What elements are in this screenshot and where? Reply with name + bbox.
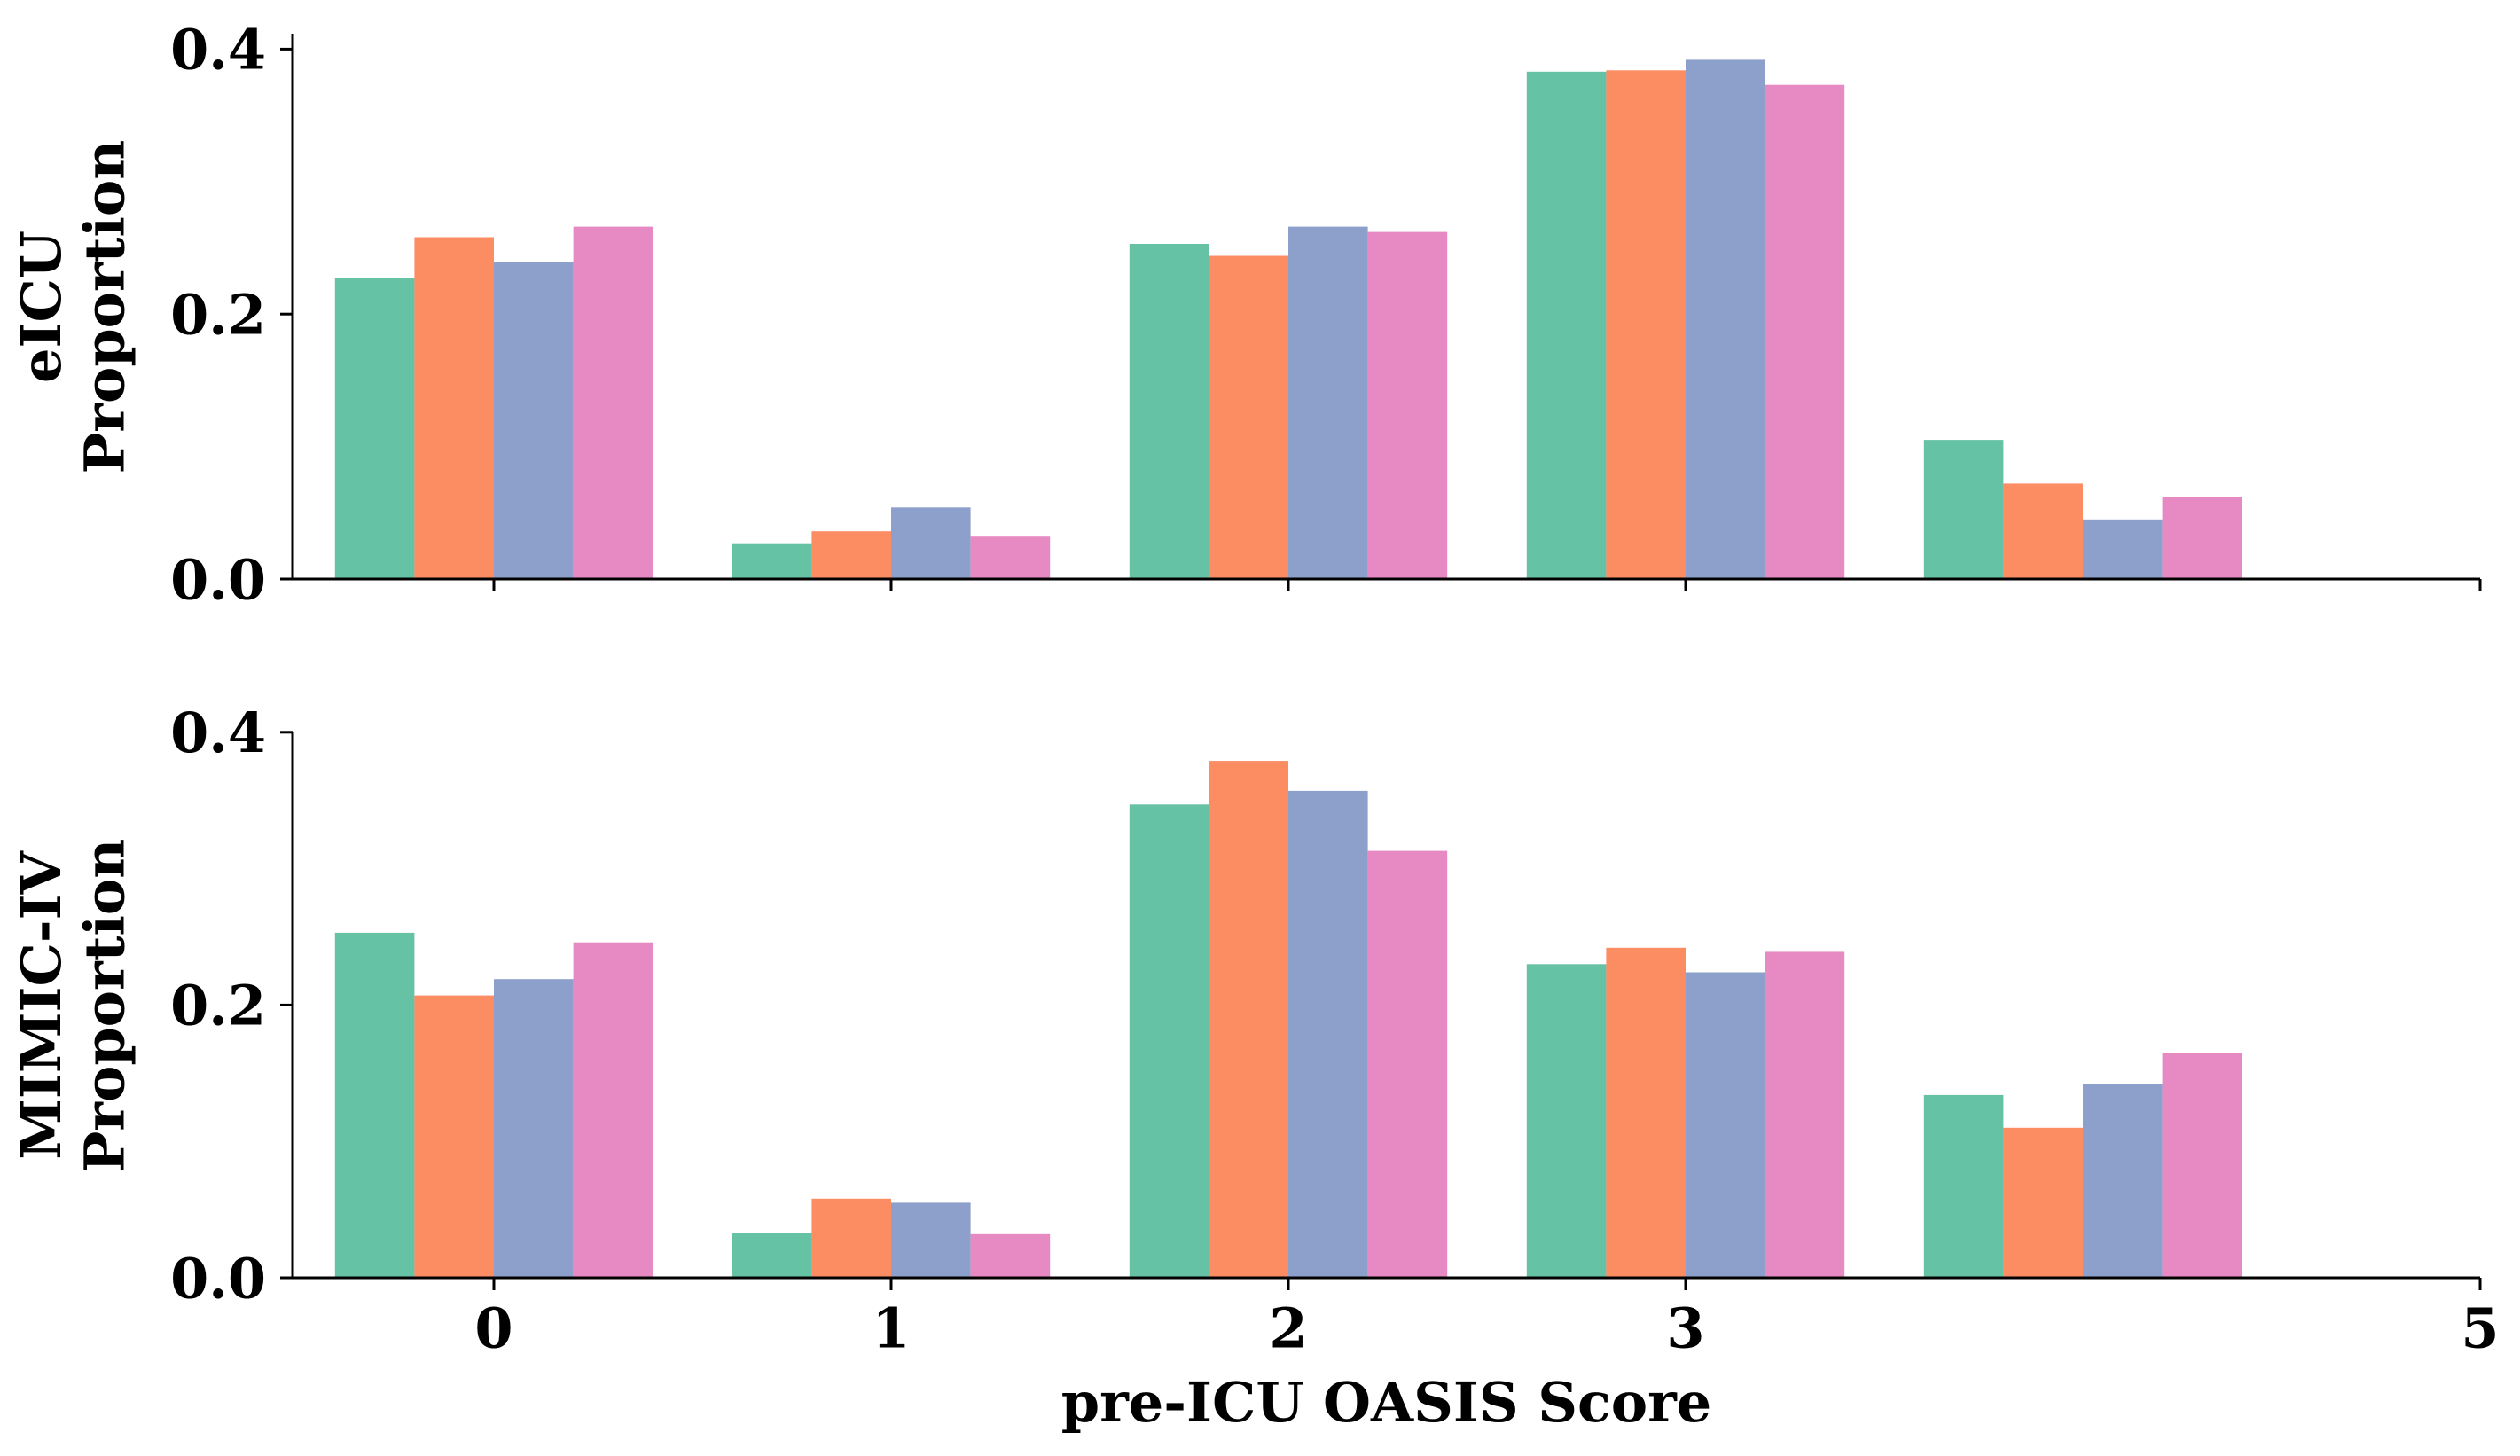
bar: [1526, 71, 1607, 580]
y-tick-label: 0.4: [170, 701, 266, 765]
eicu-panel: 0.0 0.2 0.4 eICUProportion: [9, 18, 2482, 612]
bar: [2083, 519, 2163, 579]
bar: [970, 536, 1051, 579]
bar: [1923, 440, 2004, 579]
bar: [1923, 1094, 2004, 1278]
bar: [891, 507, 971, 579]
bar: [573, 226, 653, 579]
bar: [334, 278, 415, 579]
bar: [2162, 1053, 2242, 1278]
bar: [811, 1198, 891, 1278]
x-tick-label: 1: [872, 1296, 910, 1361]
bar: [1765, 951, 1845, 1278]
bar: [414, 995, 494, 1278]
bar: [2083, 1084, 2163, 1278]
bar: [1526, 964, 1607, 1278]
bar: [1129, 804, 1209, 1278]
bar: [1367, 850, 1448, 1278]
y-axis-label: MIMIC-IVProportion: [9, 839, 137, 1173]
y-tick-label: 0.2: [170, 283, 266, 348]
bar: [1606, 947, 1686, 1278]
bar: [1606, 70, 1686, 580]
bar: [1129, 244, 1209, 579]
bar: [1686, 972, 1765, 1278]
x-tick-label: 3: [1666, 1296, 1704, 1361]
y-tick-label: 0.0: [170, 1246, 266, 1311]
bar: [334, 932, 415, 1278]
bar: [1686, 59, 1765, 579]
bar: [1288, 790, 1368, 1278]
x-tick-label: 5: [2461, 1296, 2499, 1361]
bar: [1765, 84, 1845, 579]
y-axis-label: eICUProportion: [9, 140, 137, 474]
bar: [414, 237, 494, 579]
y-tick-label: 0.0: [170, 547, 266, 612]
bar: [494, 262, 574, 579]
x-axis-label: pre-ICU OASIS Score: [1061, 1370, 1711, 1435]
x-tick-label: 0: [474, 1296, 513, 1361]
bar: [1367, 231, 1448, 579]
y-tick-label: 0.2: [170, 974, 266, 1038]
bar: [2003, 1127, 2083, 1278]
bar: [811, 531, 891, 579]
bar: [970, 1233, 1051, 1278]
bar: [732, 543, 812, 579]
bar: [1288, 226, 1368, 579]
bar: [1209, 761, 1288, 1278]
x-tick-label: 2: [1269, 1296, 1307, 1361]
bar: [891, 1202, 971, 1278]
bar: [573, 942, 653, 1278]
bar: [494, 979, 574, 1278]
mimic-iv-panel: 0.0 0.2 0.4 0 1 2 3 5 MIMIC-IVProportion pre-ICU …: [9, 701, 2500, 1435]
bar: [2162, 497, 2242, 579]
bar: [732, 1233, 812, 1278]
bar: [1209, 255, 1288, 579]
y-tick-label: 0.4: [170, 18, 266, 82]
bar: [2003, 483, 2083, 579]
